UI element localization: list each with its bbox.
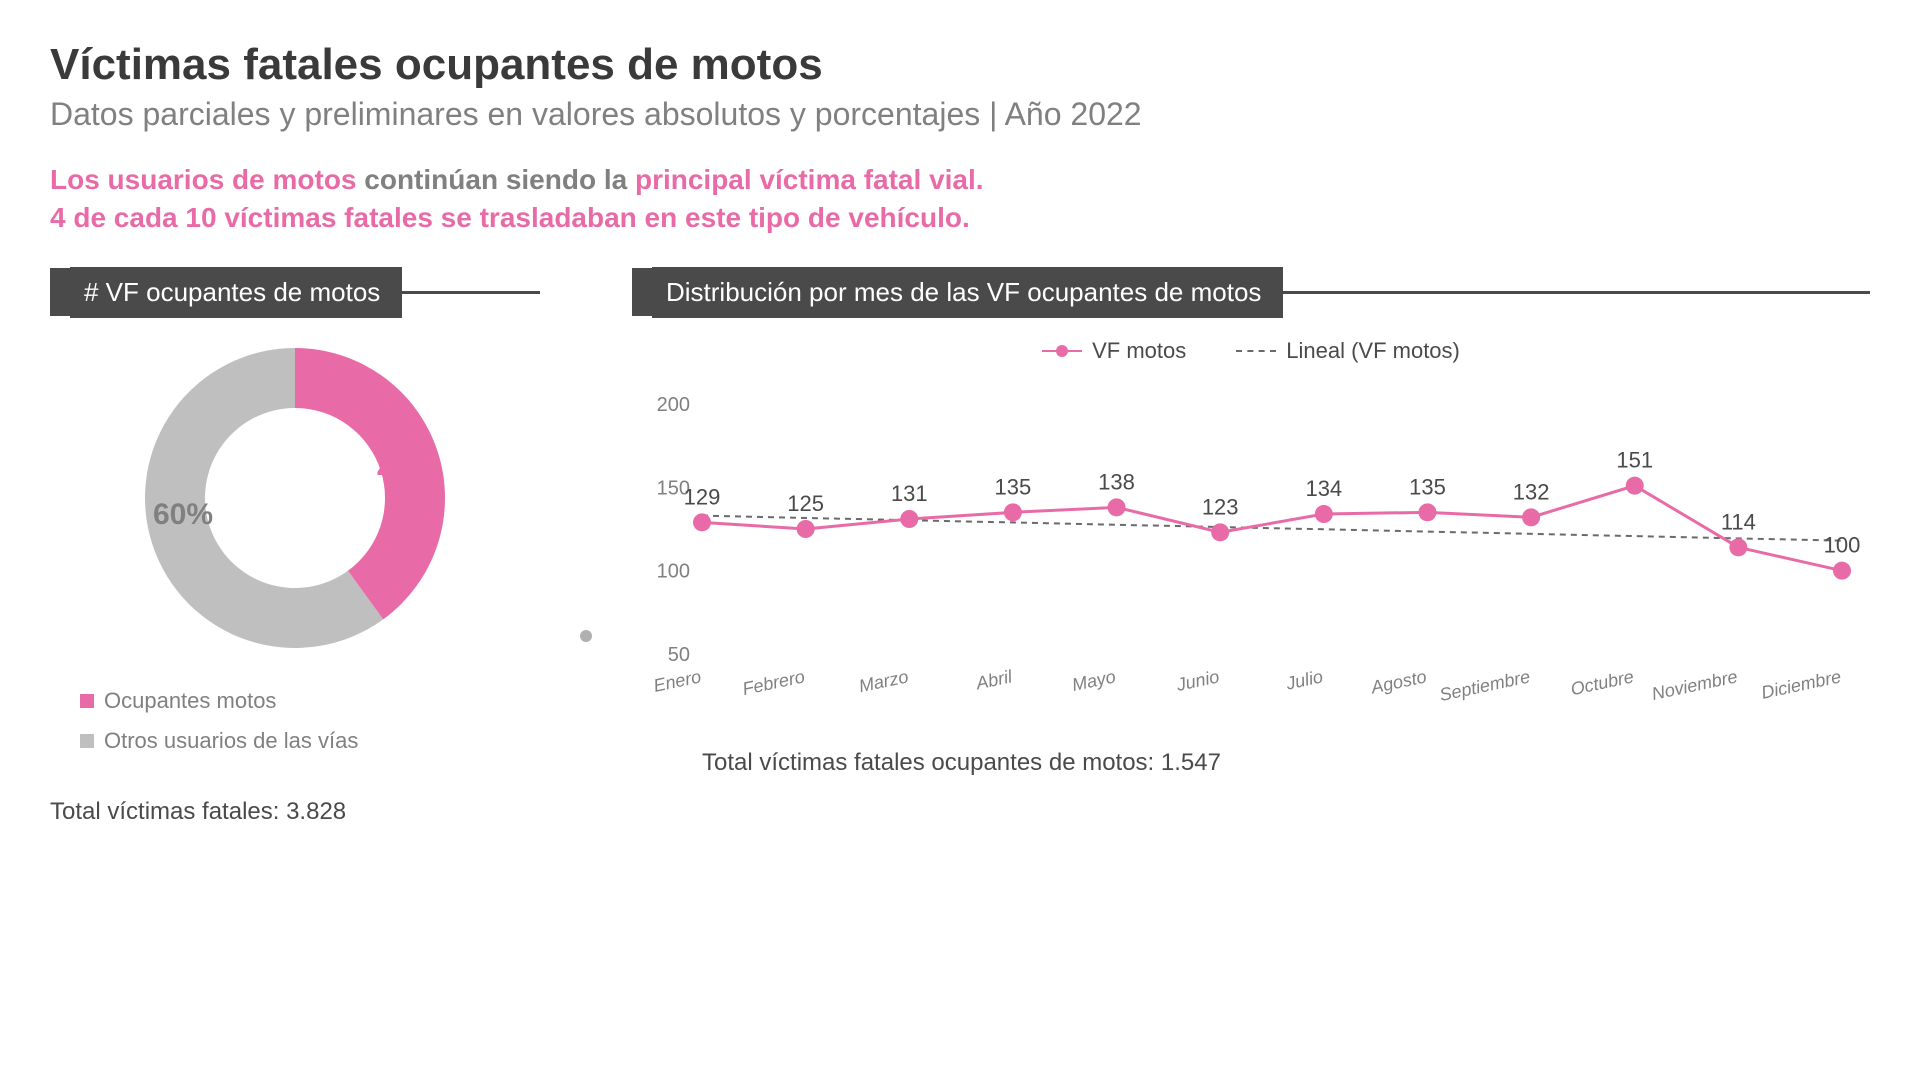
page-title: Víctimas fatales ocupantes de motos — [50, 40, 1870, 90]
data-label: 138 — [1098, 469, 1135, 494]
x-tick-label: Agosto — [1368, 666, 1428, 697]
line-legend-trend-label: Lineal (VF motos) — [1286, 338, 1460, 364]
charts-row: # VF ocupantes de motos 40% 60% Ocupantes… — [50, 267, 1870, 826]
data-label: 131 — [891, 481, 928, 506]
line-header-label: Distribución por mes de las VF ocupantes… — [652, 267, 1283, 318]
series-marker-icon — [1042, 350, 1082, 352]
donut-legend: Ocupantes motos Otros usuarios de las vía… — [80, 688, 358, 768]
data-label: 129 — [684, 484, 721, 509]
y-tick-label: 50 — [668, 644, 690, 666]
data-label: 114 — [1721, 509, 1756, 534]
x-tick-label: Diciembre — [1759, 666, 1842, 702]
line-panel: Distribución por mes de las VF ocupantes… — [632, 267, 1870, 777]
data-marker — [900, 510, 918, 528]
data-label: 132 — [1513, 479, 1550, 504]
data-label: 135 — [995, 474, 1032, 499]
legend-swatch-icon — [80, 734, 94, 748]
data-label: 100 — [1824, 532, 1861, 557]
data-label: 135 — [1409, 474, 1446, 499]
line-total: Total víctimas fatales ocupantes de moto… — [702, 749, 1870, 777]
donut-slice-label: 40% — [377, 453, 437, 487]
line-chart: 5010015020012912513113513812313413513215… — [632, 374, 1870, 719]
y-tick-label: 200 — [657, 394, 690, 416]
line-legend-trend: Lineal (VF motos) — [1236, 338, 1460, 364]
page-subtitle: Datos parciales y preliminares en valore… — [50, 96, 1870, 133]
x-tick-label: Octubre — [1569, 666, 1636, 699]
data-marker — [1004, 503, 1022, 521]
data-marker — [1729, 538, 1747, 556]
data-label: 123 — [1202, 494, 1239, 519]
trend-line — [702, 515, 1842, 540]
data-marker — [1626, 476, 1644, 494]
data-marker — [1522, 508, 1540, 526]
series-line — [702, 485, 1842, 570]
x-tick-label: Septiembre — [1438, 666, 1532, 705]
donut-slice-label: 60% — [153, 498, 213, 532]
donut-wrap: 40% 60% Ocupantes motos Otros usuarios de … — [50, 338, 540, 768]
separator-dot-icon — [580, 630, 592, 642]
x-tick-label: Junio — [1174, 666, 1221, 695]
header-line — [1283, 291, 1870, 294]
line-legend-series-label: VF motos — [1092, 338, 1186, 364]
donut-header: # VF ocupantes de motos — [50, 267, 540, 318]
header-bar-icon — [50, 268, 70, 316]
highlight-line1-c: principal víctima fatal vial. — [635, 164, 984, 195]
line-legend-series: VF motos — [1042, 338, 1186, 364]
data-label: 125 — [787, 491, 824, 516]
data-marker — [693, 513, 711, 531]
x-tick-label: Abril — [973, 666, 1014, 693]
x-tick-label: Enero — [652, 666, 703, 696]
legend-label: Otros usuarios de las vías — [104, 728, 358, 754]
trend-dash-icon — [1236, 350, 1276, 352]
header-bar-icon — [632, 268, 652, 316]
highlight-line2: 4 de cada 10 víctimas fatales se traslad… — [50, 199, 1870, 237]
donut-panel: # VF ocupantes de motos 40% 60% Ocupantes… — [50, 267, 540, 826]
x-tick-label: Marzo — [857, 666, 910, 696]
data-marker — [1418, 503, 1436, 521]
donut-header-label: # VF ocupantes de motos — [70, 267, 402, 318]
highlight-line1-a: Los usuarios de motos — [50, 164, 357, 195]
x-tick-label: Julio — [1283, 666, 1324, 693]
legend-item: Ocupantes motos — [80, 688, 358, 714]
data-marker — [797, 520, 815, 538]
y-tick-label: 100 — [657, 560, 690, 582]
data-label: 134 — [1305, 476, 1342, 501]
legend-swatch-icon — [80, 694, 94, 708]
x-tick-label: Febrero — [741, 666, 807, 699]
highlight-line1-b: continúan siendo la — [357, 164, 635, 195]
data-marker — [1108, 498, 1126, 516]
donut-total: Total víctimas fatales: 3.828 — [50, 798, 540, 826]
x-tick-label: Mayo — [1070, 666, 1117, 695]
x-tick-label: Noviembre — [1650, 666, 1739, 704]
header-line — [402, 291, 540, 294]
legend-item: Otros usuarios de las vías — [80, 728, 358, 754]
data-marker — [1211, 523, 1229, 541]
legend-label: Ocupantes motos — [104, 688, 276, 714]
donut-chart: 40% 60% — [135, 338, 455, 658]
highlight-callout: Los usuarios de motos continúan siendo l… — [50, 161, 1870, 237]
data-marker — [1315, 505, 1333, 523]
line-header: Distribución por mes de las VF ocupantes… — [632, 267, 1870, 318]
data-marker — [1833, 561, 1851, 579]
data-label: 151 — [1616, 447, 1653, 472]
line-legend: VF motos Lineal (VF motos) — [632, 338, 1870, 364]
